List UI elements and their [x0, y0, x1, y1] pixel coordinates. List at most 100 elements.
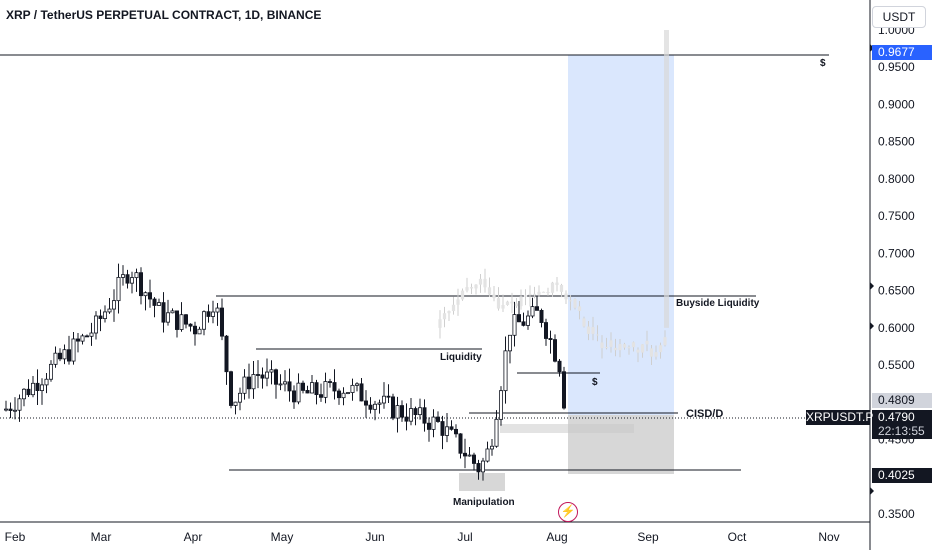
candle-body [408, 408, 413, 422]
candle-body [471, 454, 476, 464]
manipulation-label: Manipulation [453, 497, 515, 508]
ghost-candle-body [595, 334, 600, 336]
time-axis-ticks: Feb Mar Apr May Jun Jul Aug Sep Oct Nov [5, 530, 840, 544]
time-tick-label: Nov [818, 530, 839, 544]
last-price-tag: 0.4790 [872, 410, 932, 425]
candle-body [498, 390, 503, 420]
candle-body [530, 306, 535, 317]
ghost-candle-body [640, 344, 645, 353]
ghost-candle-body [492, 294, 496, 299]
candle-body [40, 384, 45, 391]
manipulation-zone [459, 473, 505, 491]
ghost-candle-body [483, 278, 487, 288]
candle-body [476, 463, 481, 473]
candle-body [314, 382, 319, 396]
candle-body [341, 392, 346, 399]
ghost-candle-body [523, 295, 528, 297]
candle-body [507, 334, 512, 352]
candle-body [116, 276, 121, 302]
candle-body [242, 376, 247, 394]
ghost-candle-body [631, 342, 636, 348]
candle-body [161, 302, 166, 323]
symbol-tag: XRPUSDT.P [806, 410, 874, 425]
ghost-candle-body [600, 342, 604, 349]
candle-body [183, 314, 188, 325]
ghost-candle-body [613, 347, 618, 351]
candle-body [282, 381, 287, 385]
ghost-candle-body [582, 318, 586, 327]
mid-dollar-label: $ [592, 377, 598, 388]
ghost-candle-body [609, 340, 613, 347]
ghost-candle-body [478, 278, 483, 285]
candle-body [156, 302, 161, 306]
prev-close-tag: 0.4809 [872, 393, 932, 408]
candle-body [224, 335, 229, 373]
candle-body [237, 392, 242, 403]
candle-body [417, 407, 422, 416]
candle-body [201, 311, 206, 330]
liquidity-label: Liquidity [440, 352, 482, 363]
ghost-candle-body [645, 340, 649, 345]
ghost-candle-body [658, 345, 663, 353]
candle-body [553, 339, 558, 362]
candle-body [287, 381, 292, 392]
candle-body [197, 328, 202, 335]
candle-body [206, 311, 211, 317]
candle-body [368, 404, 373, 410]
lightning-logo-icon[interactable]: ⚡ [558, 502, 578, 522]
candle-body [255, 374, 260, 376]
candle-body [386, 395, 391, 398]
candle-body [147, 292, 152, 300]
ghost-candle-body [622, 344, 627, 348]
candle-body [512, 314, 517, 336]
candle-body [67, 349, 72, 362]
time-tick-label: Feb [5, 530, 26, 544]
price-tick-label: 0.8500 [878, 135, 915, 149]
ghost-candle-body [438, 319, 442, 328]
candle-body [228, 371, 233, 406]
candle-body [76, 338, 81, 342]
ghost-candle-body [568, 300, 573, 302]
candle-body [107, 308, 112, 313]
cisd-label: CISD/D [686, 408, 724, 420]
ghost-candle-body [564, 293, 568, 300]
ghost-candle-body [663, 337, 667, 346]
candle-body [354, 383, 359, 386]
candle-body [30, 382, 35, 396]
ghost-candle-body [528, 293, 532, 296]
candles [4, 263, 567, 481]
candle-body [381, 395, 386, 404]
candle-body [377, 402, 382, 405]
price-tick-label: 0.6500 [878, 284, 915, 298]
ghost-candle-body [546, 291, 550, 293]
time-tick-label: Jun [365, 530, 384, 544]
candle-body [449, 426, 454, 430]
ghost-candle-body [654, 352, 658, 357]
candle-body [544, 322, 549, 339]
candle-body [431, 416, 436, 430]
candle-body [143, 292, 148, 297]
candle-body [327, 381, 332, 383]
candle-body [426, 422, 431, 430]
axis-arrow-marker [870, 322, 874, 330]
ghost-candle-body [627, 347, 631, 349]
price-tick-label: 0.9500 [878, 60, 915, 74]
candle-body [318, 394, 323, 398]
candle-body [435, 416, 440, 422]
ghost-candle-body [465, 287, 469, 291]
candle-body [278, 383, 283, 386]
axis-arrow-marker [870, 282, 874, 290]
equilibrium-zone [500, 424, 634, 433]
candle-body [296, 382, 301, 403]
candle-body [58, 352, 63, 360]
candle-body [188, 323, 193, 327]
candle-body [562, 371, 567, 409]
time-tick-label: Jul [457, 530, 472, 544]
candle-body [21, 388, 26, 400]
candle-body [336, 390, 341, 399]
candle-body [399, 405, 404, 418]
ghost-candle-body [555, 282, 559, 285]
candle-body [390, 396, 395, 419]
currency-button[interactable]: USDT [872, 6, 926, 28]
